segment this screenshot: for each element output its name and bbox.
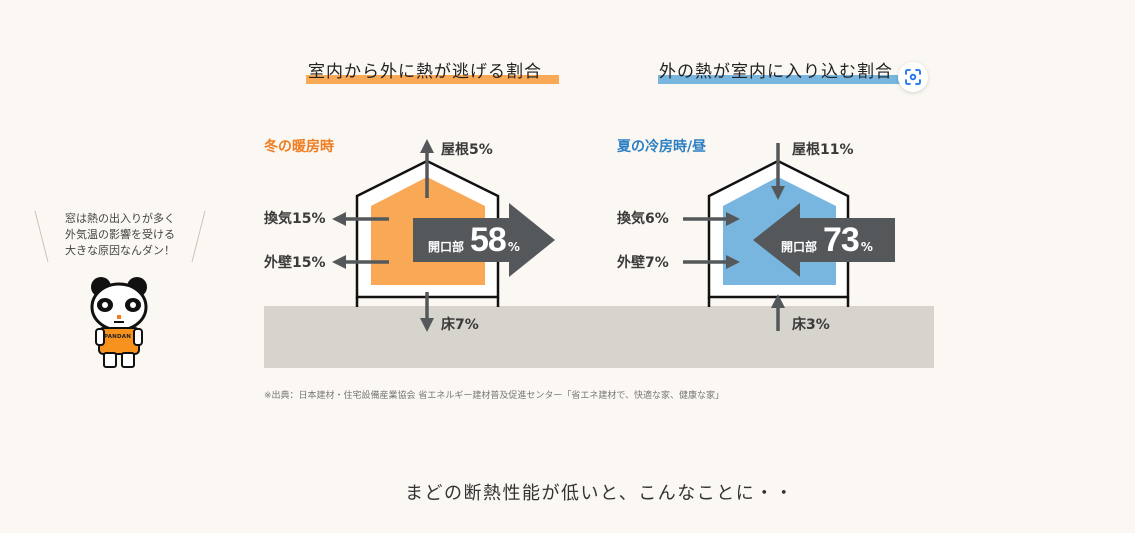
section-subheading: まどの断熱性能が低いと、こんなことに・・ (405, 483, 795, 504)
summer-opening-value: 開口部 73 % (781, 223, 873, 257)
panda-mascot (90, 277, 148, 368)
winter-opening-value: 開口部 58 % (428, 223, 520, 257)
winter-season-label: 冬の暖房時 (264, 139, 334, 155)
panda-shirt-text: PANDAN (104, 334, 132, 340)
summer-opening-label: 開口部 (781, 240, 818, 254)
winter-floor-label: 床7% (441, 317, 479, 333)
winter-opening-unit: % (507, 240, 520, 254)
ground-band (264, 306, 934, 368)
winter-opening-label: 開口部 (428, 240, 465, 254)
winter-roof-label: 屋根5% (441, 142, 493, 158)
speech-line: 大きな原因なんダン！ (65, 244, 175, 257)
summer-opening-unit: % (860, 240, 873, 254)
right-heading-highlight (658, 75, 914, 84)
left-heading-highlight (306, 75, 559, 84)
mascot-speech: 窓は熱の出入りが多く 外気温の影響を受ける 大きな原因なんダン！ (50, 211, 190, 259)
image-search-button[interactable] (898, 62, 928, 92)
winter-ventilation-label: 換気15% (264, 211, 326, 227)
speech-line: 窓は熱の出入りが多く (65, 212, 175, 225)
summer-ventilation-label: 換気6% (617, 211, 669, 227)
right-heading: 外の熱が室内に入り込む割合 (659, 62, 893, 82)
speech-line: 外気温の影響を受ける (65, 228, 175, 241)
source-note: ※出典：日本建材・住宅設備産業協会 省エネルギー建材普及促進センター「省エネ建材… (264, 391, 725, 401)
summer-floor-label: 床3% (792, 317, 830, 333)
left-heading: 室内から外に熱が逃げる割合 (308, 62, 542, 82)
summer-opening-arrow (753, 203, 895, 277)
summer-opening-number: 73 (823, 221, 860, 259)
lens-scan-icon (905, 69, 921, 85)
winter-opening-arrow (413, 203, 555, 277)
winter-wall-label: 外壁15% (264, 255, 326, 271)
summer-wall-label: 外壁7% (617, 255, 669, 271)
summer-roof-label: 屋根11% (792, 142, 854, 158)
winter-opening-number: 58 (470, 221, 507, 259)
summer-season-label: 夏の冷房時/昼 (617, 139, 707, 155)
